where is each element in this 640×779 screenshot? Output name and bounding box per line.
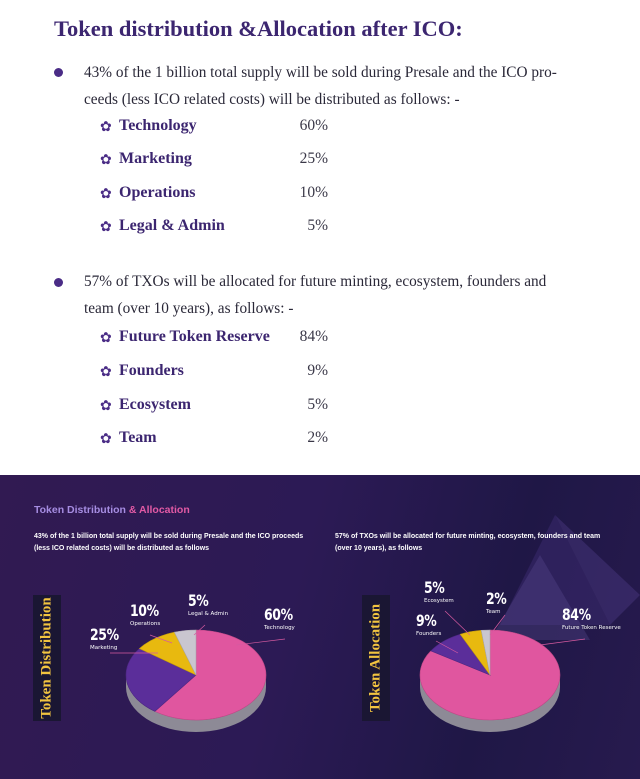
slice-label-founders: 9% Founders xyxy=(416,611,442,637)
slice-label-ecosystem: 5% Ecosystem xyxy=(424,578,454,604)
gear-icon: ✿ xyxy=(100,119,112,135)
distribution-pie xyxy=(125,629,267,732)
leader-line xyxy=(235,638,286,646)
gear-icon: ✿ xyxy=(100,152,112,168)
slice-label-legal-admin: 5% Legal & Admin xyxy=(188,591,228,617)
banner-title-part1: Token Distribution xyxy=(34,504,126,516)
banner-title: Token Distribution & Allocation xyxy=(34,504,190,516)
pie-slice-marketing xyxy=(125,648,197,712)
item-value: 10% xyxy=(299,184,328,201)
slice-label-operations: 10% Operations xyxy=(130,601,167,627)
section1-line1: 43% of the 1 billion total supply will b… xyxy=(84,64,557,81)
slice-value: 2% xyxy=(486,589,507,608)
item-value: 9% xyxy=(307,362,328,379)
pie-side xyxy=(126,675,266,732)
leader-line xyxy=(539,638,586,646)
leader-line xyxy=(435,640,459,654)
pyramid-decoration xyxy=(490,555,590,640)
gear-icon: ✿ xyxy=(100,398,112,414)
pie-slice-technology xyxy=(154,629,267,721)
bullet-dot xyxy=(54,278,63,287)
pie-slice-legal-admin xyxy=(173,629,197,676)
allocation-side-label: Token Allocation xyxy=(362,595,390,721)
pyramid-decoration xyxy=(555,515,640,625)
slice-label-technology: 60% Technology xyxy=(264,605,301,631)
allocation-description: 57% of TXOs will be allocated for future… xyxy=(335,531,600,555)
allocation-side-text: Token Allocation xyxy=(367,603,384,713)
infographic-graphics xyxy=(110,515,640,732)
infographic-banner: Token Distribution & Allocation 43% of t… xyxy=(0,475,640,779)
slice-value: 9% xyxy=(416,611,437,630)
leader-line xyxy=(193,624,206,636)
section1-text: 43% of the 1 billion total supply will b… xyxy=(84,59,557,113)
section2-text: 57% of TXOs will be allocated for future… xyxy=(84,268,546,322)
slice-name: Technology xyxy=(264,625,295,631)
item-value: 2% xyxy=(307,429,328,446)
slice-label-future-token-reserve: 84% Future Token Reserve xyxy=(562,605,621,631)
slice-name: Marketing xyxy=(90,645,118,651)
item-label: Future Token Reserve xyxy=(119,328,270,345)
banner-title-part2: & Allocation xyxy=(125,504,190,516)
slice-name: Operations xyxy=(130,621,161,627)
item-label: Technology xyxy=(119,117,197,134)
allocation-pie xyxy=(419,629,561,732)
distribution-side-text: Token Distribution xyxy=(38,597,55,719)
slice-value: 5% xyxy=(188,591,209,610)
distribution-desc-line2: (less ICO related costs) will be distrib… xyxy=(34,545,210,552)
item-value: 5% xyxy=(307,396,328,413)
slice-value: 25% xyxy=(90,625,119,644)
slice-name: Ecosystem xyxy=(424,598,454,604)
gear-icon: ✿ xyxy=(100,364,112,380)
slice-value: 5% xyxy=(424,578,445,597)
slice-label-team: 2% Team xyxy=(486,589,512,615)
item-label: Operations xyxy=(119,184,196,201)
slice-name: Future Token Reserve xyxy=(562,625,621,631)
leader-line xyxy=(489,614,506,636)
item-value: 5% xyxy=(307,217,328,234)
distribution-side-label: Token Distribution xyxy=(33,595,61,721)
item-label: Founders xyxy=(119,362,184,379)
allocation-desc-line2: (over 10 years), as follows xyxy=(335,545,423,552)
item-value: 60% xyxy=(299,117,328,134)
section2-line2: team (over 10 years), as follows: - xyxy=(84,300,294,317)
item-value: 25% xyxy=(299,150,328,167)
distribution-description: 43% of the 1 billion total supply will b… xyxy=(34,531,303,555)
label-leaders xyxy=(110,610,586,654)
gear-icon: ✿ xyxy=(100,330,112,346)
slice-name: Legal & Admin xyxy=(188,611,229,617)
leader-line xyxy=(444,610,471,636)
pyramid-decoration xyxy=(500,515,610,625)
slice-label-marketing: 25% Marketing xyxy=(90,625,127,651)
section1-line2: ceeds (less ICO related costs) will be d… xyxy=(84,91,460,108)
slice-name: Team xyxy=(486,609,501,615)
pie-slice-team xyxy=(480,629,491,676)
item-label: Team xyxy=(119,429,157,446)
slice-value: 10% xyxy=(130,601,159,620)
pie-side xyxy=(420,675,560,732)
slice-value: 60% xyxy=(264,605,293,624)
slice-name: Founders xyxy=(416,631,442,637)
allocation-desc-line1: 57% of TXOs will be allocated for future… xyxy=(335,533,601,540)
bullet-dot xyxy=(54,68,63,77)
leader-line xyxy=(149,634,173,644)
item-label: Marketing xyxy=(119,150,192,167)
section2-line1: 57% of TXOs will be allocated for future… xyxy=(84,273,547,290)
gear-icon: ✿ xyxy=(100,186,112,202)
item-value: 84% xyxy=(299,328,328,345)
distribution-desc-line1: 43% of the 1 billion total supply will b… xyxy=(34,533,304,540)
item-label: Ecosystem xyxy=(119,396,191,413)
gear-icon: ✿ xyxy=(100,431,112,447)
gear-icon: ✿ xyxy=(100,219,112,235)
page-title: Token distribution &Allocation after ICO… xyxy=(54,16,463,41)
item-label: Legal & Admin xyxy=(119,217,225,234)
slice-value: 84% xyxy=(562,605,591,624)
